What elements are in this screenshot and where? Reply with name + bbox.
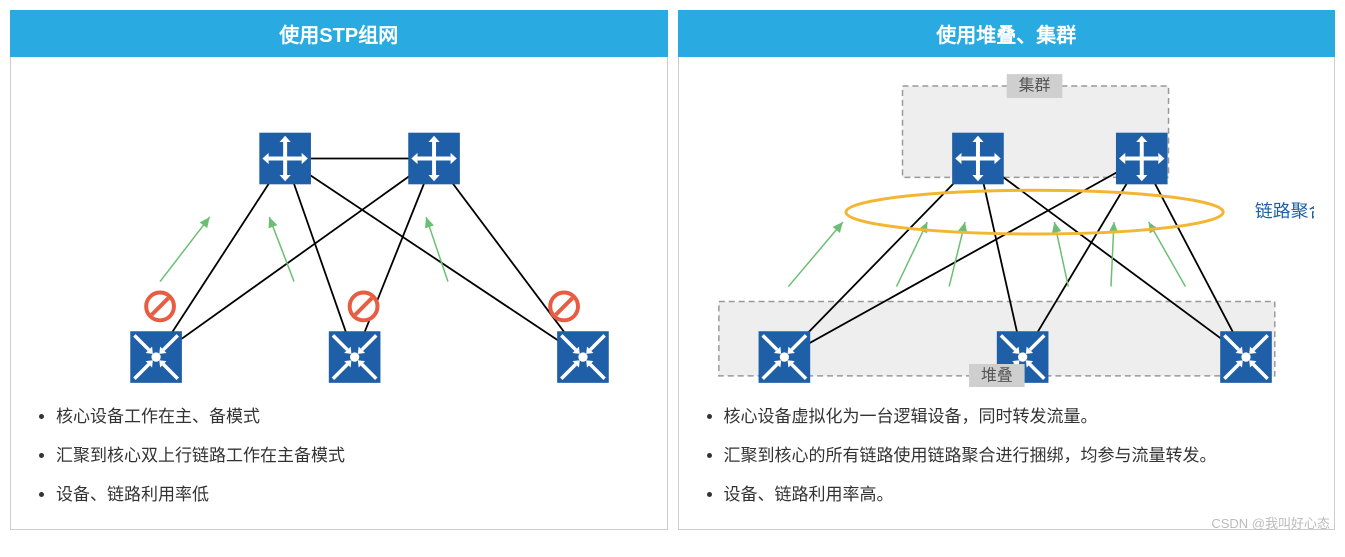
- svg-text:集群: 集群: [1018, 77, 1050, 95]
- left-panel: 使用STP组网 核心设备工作在主、备模式汇聚到核心双上行链路工作在主备模式设备、…: [10, 10, 668, 530]
- svg-text:链路聚合: 链路聚合: [1254, 201, 1314, 221]
- left-title: 使用STP组网: [10, 10, 668, 57]
- left-diagram: [31, 67, 647, 387]
- watermark: CSDN @我叫好心态: [1211, 513, 1330, 532]
- bullet-item: 核心设备工作在主、备模式: [56, 397, 647, 436]
- right-bullets: 核心设备虚拟化为一台逻辑设备，同时转发流量。汇聚到核心的所有链路使用链路聚合进行…: [699, 397, 1315, 514]
- right-panel: 使用堆叠、集群 链路聚合 集群堆叠 核心设备虚拟化为一台逻辑设备，同时转发流量。汇…: [678, 10, 1336, 530]
- right-diagram: 链路聚合 集群堆叠: [699, 67, 1315, 387]
- comparison-container: 使用STP组网 核心设备工作在主、备模式汇聚到核心双上行链路工作在主备模式设备、…: [10, 10, 1335, 530]
- bullet-item: 汇聚到核心的所有链路使用链路聚合进行捆绑，均参与流量转发。: [724, 436, 1315, 475]
- bullet-item: 设备、链路利用率高。: [724, 475, 1315, 514]
- right-title: 使用堆叠、集群: [678, 10, 1336, 57]
- svg-text:堆叠: 堆叠: [980, 366, 1012, 384]
- left-body: 核心设备工作在主、备模式汇聚到核心双上行链路工作在主备模式设备、链路利用率低: [10, 57, 668, 530]
- bullet-item: 设备、链路利用率低: [56, 475, 647, 514]
- left-bullets: 核心设备工作在主、备模式汇聚到核心双上行链路工作在主备模式设备、链路利用率低: [31, 397, 647, 514]
- bullet-item: 核心设备虚拟化为一台逻辑设备，同时转发流量。: [724, 397, 1315, 436]
- bullet-item: 汇聚到核心双上行链路工作在主备模式: [56, 436, 647, 475]
- right-body: 链路聚合 集群堆叠 核心设备虚拟化为一台逻辑设备，同时转发流量。汇聚到核心的所有链…: [678, 57, 1336, 530]
